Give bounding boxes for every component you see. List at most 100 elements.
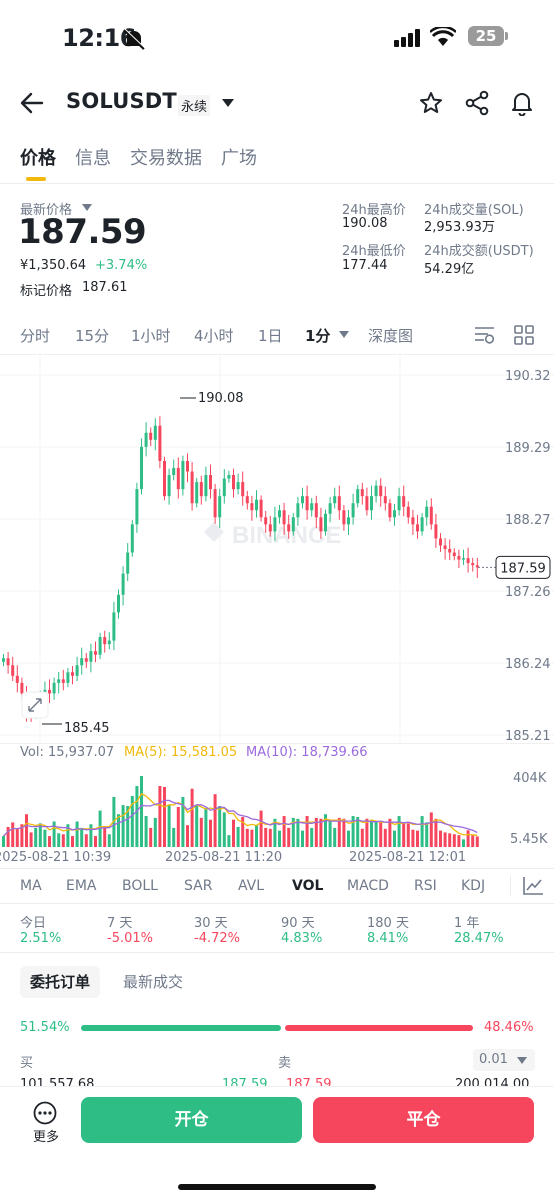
order-row-partial: 200,014.00 bbox=[455, 1077, 530, 1086]
candle-body bbox=[98, 637, 102, 655]
perf-value-1y: 28.47% bbox=[454, 931, 504, 946]
last-price: 187.59 bbox=[18, 212, 147, 252]
volume-bar bbox=[199, 817, 203, 847]
volume-bar bbox=[333, 827, 337, 847]
tab-price[interactable]: 价格 bbox=[20, 148, 56, 169]
indicator-avl[interactable]: AVL bbox=[238, 878, 265, 894]
volume-bar bbox=[140, 776, 143, 847]
indicator-boll[interactable]: BOLL bbox=[122, 878, 158, 894]
interval-1h[interactable]: 1小时 bbox=[131, 327, 171, 345]
buy-ratio-text: 51.54% bbox=[20, 1020, 70, 1035]
indicator-settings-icon[interactable] bbox=[522, 876, 544, 896]
volume-bar bbox=[264, 827, 268, 847]
share-icon[interactable] bbox=[464, 90, 490, 116]
interval-1m[interactable]: 1分 bbox=[305, 327, 331, 345]
candle-body bbox=[333, 496, 337, 504]
candle-body bbox=[11, 665, 15, 676]
perf-label-30d: 30 天 bbox=[194, 916, 228, 931]
volume-axis-top: 404K bbox=[513, 771, 547, 786]
indicator-ema[interactable]: EMA bbox=[66, 878, 97, 894]
more-label[interactable]: 更多 bbox=[33, 1130, 60, 1145]
latest-price-label[interactable]: 最新价格 bbox=[20, 203, 73, 218]
candle-body bbox=[259, 499, 263, 518]
volume-bar bbox=[337, 817, 341, 847]
candle-body bbox=[420, 517, 424, 532]
caret-down-icon[interactable] bbox=[221, 98, 235, 108]
precision-selector[interactable]: 0.01 bbox=[473, 1049, 535, 1071]
volume-bar bbox=[218, 806, 222, 847]
indicator-separator bbox=[510, 876, 511, 896]
candle-body bbox=[190, 471, 194, 504]
candle-body bbox=[443, 545, 447, 550]
indicator-rsi[interactable]: RSI bbox=[414, 878, 437, 894]
more-icon[interactable] bbox=[33, 1101, 57, 1125]
volume-bar bbox=[273, 818, 277, 847]
status-time: 12:16 bbox=[62, 24, 136, 52]
candle-body bbox=[199, 482, 203, 497]
volume-bar bbox=[213, 794, 217, 847]
volume-bar bbox=[429, 812, 433, 847]
tab-order-book[interactable]: 委托订单 bbox=[20, 966, 101, 998]
indicator-macd[interactable]: MACD bbox=[347, 878, 389, 894]
volume-bar bbox=[471, 835, 475, 847]
volume-bar bbox=[259, 810, 263, 847]
volume-bar bbox=[15, 828, 19, 847]
interval-timeline[interactable]: 分时 bbox=[20, 327, 51, 345]
tab-square[interactable]: 广场 bbox=[221, 148, 257, 169]
expand-icon[interactable] bbox=[28, 698, 42, 712]
volume-bar bbox=[291, 817, 295, 847]
indicator-sar[interactable]: SAR bbox=[184, 878, 213, 894]
indicator-ma[interactable]: MA bbox=[20, 878, 42, 894]
wifi-icon bbox=[430, 27, 456, 46]
back-arrow-icon[interactable] bbox=[20, 92, 44, 114]
indicator-kdj[interactable]: KDJ bbox=[461, 878, 486, 894]
favorite-star-icon[interactable] bbox=[419, 91, 443, 115]
tab-recent-trades[interactable]: 最新成交 bbox=[123, 973, 184, 991]
tab-trading-data[interactable]: 交易数据 bbox=[130, 148, 202, 169]
layout-grid-icon[interactable] bbox=[514, 325, 534, 345]
sell-column-label: 卖 bbox=[278, 1056, 292, 1071]
volume-bar bbox=[324, 814, 327, 847]
volume-bar bbox=[158, 786, 162, 847]
volume-bar bbox=[250, 829, 254, 847]
interval-15m[interactable]: 15分 bbox=[75, 327, 110, 345]
chart-settings-icon[interactable] bbox=[474, 325, 496, 345]
open-position-button[interactable]: 开仓 bbox=[81, 1097, 302, 1143]
x-axis-label: 2025-08-21 12:01 bbox=[349, 850, 467, 865]
volume-usdt: 54.29亿 bbox=[424, 262, 475, 277]
interval-4h[interactable]: 4小时 bbox=[194, 327, 234, 345]
volume-bar bbox=[379, 822, 383, 847]
candle-body bbox=[411, 517, 415, 525]
tab-info[interactable]: 信息 bbox=[75, 148, 111, 169]
low-24h-label: 24h最低价 bbox=[342, 244, 406, 259]
volume-bar bbox=[75, 821, 79, 847]
y-axis-label: 187.26 bbox=[505, 585, 551, 600]
candle-body bbox=[250, 503, 254, 511]
close-position-button[interactable]: 平仓 bbox=[313, 1097, 534, 1143]
candle-body bbox=[347, 517, 350, 525]
contract-type-badge: 永续 bbox=[178, 95, 211, 116]
volume-bar bbox=[296, 818, 300, 847]
volume-bar bbox=[163, 786, 166, 847]
candle-body bbox=[374, 485, 378, 497]
notification-bell-icon[interactable] bbox=[509, 90, 535, 116]
trading-pair-title[interactable]: SOLUSDT bbox=[66, 89, 177, 113]
perf-divider bbox=[0, 952, 554, 953]
candle-body bbox=[273, 517, 277, 532]
candlestick-chart[interactable]: BINANCE 190.32 189.29 188.27 187.26 186.24 18… bbox=[0, 355, 554, 855]
perf-value-30d: -4.72% bbox=[194, 931, 240, 946]
indicator-vol[interactable]: VOL bbox=[292, 878, 324, 894]
candle-body bbox=[20, 682, 24, 694]
volume-bar bbox=[356, 816, 360, 847]
volume-bar bbox=[25, 814, 28, 847]
interval-depth[interactable]: 深度图 bbox=[368, 327, 414, 345]
volume-bar bbox=[397, 816, 401, 847]
caret-down-icon[interactable] bbox=[82, 204, 92, 211]
volume-bar bbox=[107, 834, 111, 847]
interval-1d[interactable]: 1日 bbox=[258, 327, 283, 345]
candle-body bbox=[149, 432, 153, 440]
volume-bar bbox=[360, 828, 364, 847]
volume-bar bbox=[153, 817, 157, 847]
perf-label-7d: 7 天 bbox=[107, 916, 133, 931]
caret-down-icon[interactable] bbox=[339, 331, 349, 338]
